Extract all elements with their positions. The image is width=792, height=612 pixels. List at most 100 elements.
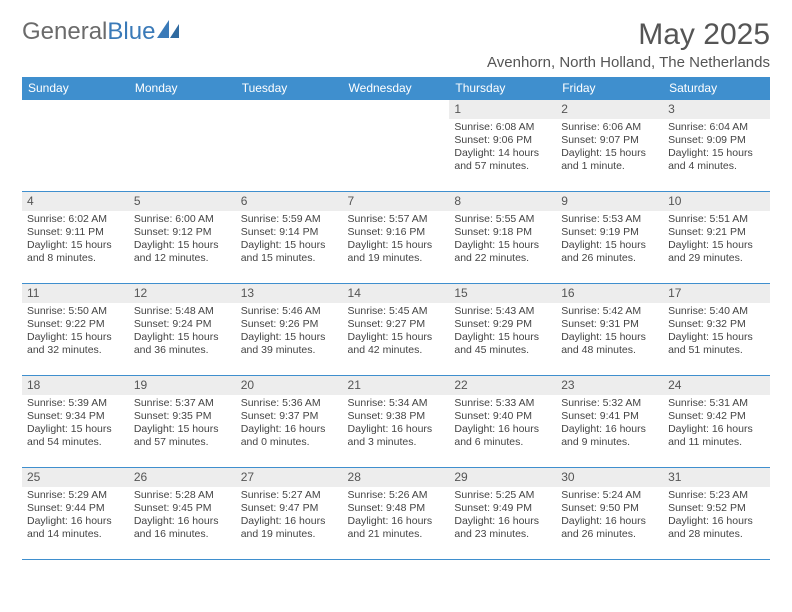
day-header: Saturday bbox=[663, 77, 770, 100]
day-number bbox=[236, 100, 343, 119]
calendar-week-row: 11Sunrise: 5:50 AMSunset: 9:22 PMDayligh… bbox=[22, 284, 770, 376]
calendar-week-row: 25Sunrise: 5:29 AMSunset: 9:44 PMDayligh… bbox=[22, 468, 770, 560]
cell-body: Sunrise: 5:24 AMSunset: 9:50 PMDaylight:… bbox=[556, 487, 663, 546]
calendar-cell: 23Sunrise: 5:32 AMSunset: 9:41 PMDayligh… bbox=[556, 376, 663, 468]
sunrise-line: Sunrise: 5:25 AM bbox=[454, 489, 551, 502]
day-header: Thursday bbox=[449, 77, 556, 100]
daylight-line: Daylight: 15 hours and 36 minutes. bbox=[134, 331, 231, 357]
sunset-line: Sunset: 9:27 PM bbox=[348, 318, 445, 331]
day-number: 21 bbox=[343, 376, 450, 395]
day-number: 7 bbox=[343, 192, 450, 211]
calendar-cell bbox=[236, 100, 343, 192]
calendar-week-row: 4Sunrise: 6:02 AMSunset: 9:11 PMDaylight… bbox=[22, 192, 770, 284]
sunset-line: Sunset: 9:44 PM bbox=[27, 502, 124, 515]
cell-body: Sunrise: 6:08 AMSunset: 9:06 PMDaylight:… bbox=[449, 119, 556, 178]
calendar-cell: 11Sunrise: 5:50 AMSunset: 9:22 PMDayligh… bbox=[22, 284, 129, 376]
daylight-line: Daylight: 16 hours and 16 minutes. bbox=[134, 515, 231, 541]
daylight-line: Daylight: 16 hours and 23 minutes. bbox=[454, 515, 551, 541]
sunset-line: Sunset: 9:52 PM bbox=[668, 502, 765, 515]
daylight-line: Daylight: 15 hours and 39 minutes. bbox=[241, 331, 338, 357]
sunrise-line: Sunrise: 6:00 AM bbox=[134, 213, 231, 226]
calendar-cell: 13Sunrise: 5:46 AMSunset: 9:26 PMDayligh… bbox=[236, 284, 343, 376]
cell-body: Sunrise: 5:37 AMSunset: 9:35 PMDaylight:… bbox=[129, 395, 236, 454]
calendar-cell: 17Sunrise: 5:40 AMSunset: 9:32 PMDayligh… bbox=[663, 284, 770, 376]
cell-body: Sunrise: 5:59 AMSunset: 9:14 PMDaylight:… bbox=[236, 211, 343, 270]
day-header-row: Sunday Monday Tuesday Wednesday Thursday… bbox=[22, 77, 770, 100]
daylight-line: Daylight: 16 hours and 0 minutes. bbox=[241, 423, 338, 449]
cell-body: Sunrise: 5:25 AMSunset: 9:49 PMDaylight:… bbox=[449, 487, 556, 546]
calendar-cell: 10Sunrise: 5:51 AMSunset: 9:21 PMDayligh… bbox=[663, 192, 770, 284]
sunrise-line: Sunrise: 5:37 AM bbox=[134, 397, 231, 410]
daylight-line: Daylight: 16 hours and 14 minutes. bbox=[27, 515, 124, 541]
sunrise-line: Sunrise: 5:43 AM bbox=[454, 305, 551, 318]
day-header: Monday bbox=[129, 77, 236, 100]
sunset-line: Sunset: 9:50 PM bbox=[561, 502, 658, 515]
cell-body: Sunrise: 5:28 AMSunset: 9:45 PMDaylight:… bbox=[129, 487, 236, 546]
sunrise-line: Sunrise: 5:31 AM bbox=[668, 397, 765, 410]
daylight-line: Daylight: 15 hours and 29 minutes. bbox=[668, 239, 765, 265]
daylight-line: Daylight: 15 hours and 22 minutes. bbox=[454, 239, 551, 265]
daylight-line: Daylight: 15 hours and 54 minutes. bbox=[27, 423, 124, 449]
day-number: 24 bbox=[663, 376, 770, 395]
sunrise-line: Sunrise: 5:24 AM bbox=[561, 489, 658, 502]
daylight-line: Daylight: 16 hours and 28 minutes. bbox=[668, 515, 765, 541]
calendar-table: Sunday Monday Tuesday Wednesday Thursday… bbox=[22, 77, 770, 560]
cell-body: Sunrise: 5:29 AMSunset: 9:44 PMDaylight:… bbox=[22, 487, 129, 546]
header: GeneralBlue May 2025 Avenhorn, North Hol… bbox=[22, 18, 770, 71]
day-number: 29 bbox=[449, 468, 556, 487]
sunset-line: Sunset: 9:40 PM bbox=[454, 410, 551, 423]
day-number: 22 bbox=[449, 376, 556, 395]
sunrise-line: Sunrise: 5:39 AM bbox=[27, 397, 124, 410]
day-number: 17 bbox=[663, 284, 770, 303]
calendar-cell: 19Sunrise: 5:37 AMSunset: 9:35 PMDayligh… bbox=[129, 376, 236, 468]
day-number: 5 bbox=[129, 192, 236, 211]
day-number: 16 bbox=[556, 284, 663, 303]
calendar-cell: 5Sunrise: 6:00 AMSunset: 9:12 PMDaylight… bbox=[129, 192, 236, 284]
sunset-line: Sunset: 9:16 PM bbox=[348, 226, 445, 239]
calendar-cell: 15Sunrise: 5:43 AMSunset: 9:29 PMDayligh… bbox=[449, 284, 556, 376]
calendar-cell: 20Sunrise: 5:36 AMSunset: 9:37 PMDayligh… bbox=[236, 376, 343, 468]
calendar-cell: 21Sunrise: 5:34 AMSunset: 9:38 PMDayligh… bbox=[343, 376, 450, 468]
logo-text-gray: General bbox=[22, 18, 107, 46]
sunset-line: Sunset: 9:18 PM bbox=[454, 226, 551, 239]
day-number: 15 bbox=[449, 284, 556, 303]
cell-body: Sunrise: 5:33 AMSunset: 9:40 PMDaylight:… bbox=[449, 395, 556, 454]
cell-body: Sunrise: 5:50 AMSunset: 9:22 PMDaylight:… bbox=[22, 303, 129, 362]
daylight-line: Daylight: 16 hours and 3 minutes. bbox=[348, 423, 445, 449]
daylight-line: Daylight: 16 hours and 11 minutes. bbox=[668, 423, 765, 449]
sunset-line: Sunset: 9:32 PM bbox=[668, 318, 765, 331]
calendar-cell: 4Sunrise: 6:02 AMSunset: 9:11 PMDaylight… bbox=[22, 192, 129, 284]
day-header: Wednesday bbox=[343, 77, 450, 100]
sunset-line: Sunset: 9:31 PM bbox=[561, 318, 658, 331]
daylight-line: Daylight: 16 hours and 26 minutes. bbox=[561, 515, 658, 541]
daylight-line: Daylight: 16 hours and 21 minutes. bbox=[348, 515, 445, 541]
daylight-line: Daylight: 15 hours and 48 minutes. bbox=[561, 331, 658, 357]
calendar-cell: 18Sunrise: 5:39 AMSunset: 9:34 PMDayligh… bbox=[22, 376, 129, 468]
day-number: 28 bbox=[343, 468, 450, 487]
cell-body: Sunrise: 5:55 AMSunset: 9:18 PMDaylight:… bbox=[449, 211, 556, 270]
calendar-cell: 24 Sunrise: 5:31 AMSunset: 9:42 PMDayligh… bbox=[663, 376, 770, 468]
day-number: 10 bbox=[663, 192, 770, 211]
sunrise-line: Sunrise: 5:32 AM bbox=[561, 397, 658, 410]
daylight-line: Daylight: 15 hours and 4 minutes. bbox=[668, 147, 765, 173]
cell-body: Sunrise: 5:48 AMSunset: 9:24 PMDaylight:… bbox=[129, 303, 236, 362]
cell-body: Sunrise: 5:39 AMSunset: 9:34 PMDaylight:… bbox=[22, 395, 129, 454]
daylight-line: Daylight: 15 hours and 45 minutes. bbox=[454, 331, 551, 357]
calendar-cell: 2Sunrise: 6:06 AMSunset: 9:07 PMDaylight… bbox=[556, 100, 663, 192]
sunrise-line: Sunrise: 5:59 AM bbox=[241, 213, 338, 226]
cell-body: Sunrise: 6:04 AMSunset: 9:09 PMDaylight:… bbox=[663, 119, 770, 178]
day-number bbox=[343, 100, 450, 119]
day-number: 18 bbox=[22, 376, 129, 395]
sunset-line: Sunset: 9:19 PM bbox=[561, 226, 658, 239]
calendar-cell: 12Sunrise: 5:48 AMSunset: 9:24 PMDayligh… bbox=[129, 284, 236, 376]
daylight-line: Daylight: 15 hours and 15 minutes. bbox=[241, 239, 338, 265]
calendar-cell: 26Sunrise: 5:28 AMSunset: 9:45 PMDayligh… bbox=[129, 468, 236, 560]
daylight-line: Daylight: 15 hours and 12 minutes. bbox=[134, 239, 231, 265]
sunset-line: Sunset: 9:42 PM bbox=[668, 410, 765, 423]
sunset-line: Sunset: 9:24 PM bbox=[134, 318, 231, 331]
sunset-line: Sunset: 9:06 PM bbox=[454, 134, 551, 147]
calendar-cell: 25Sunrise: 5:29 AMSunset: 9:44 PMDayligh… bbox=[22, 468, 129, 560]
day-number: 9 bbox=[556, 192, 663, 211]
calendar-cell: 3Sunrise: 6:04 AMSunset: 9:09 PMDaylight… bbox=[663, 100, 770, 192]
day-number: 30 bbox=[556, 468, 663, 487]
